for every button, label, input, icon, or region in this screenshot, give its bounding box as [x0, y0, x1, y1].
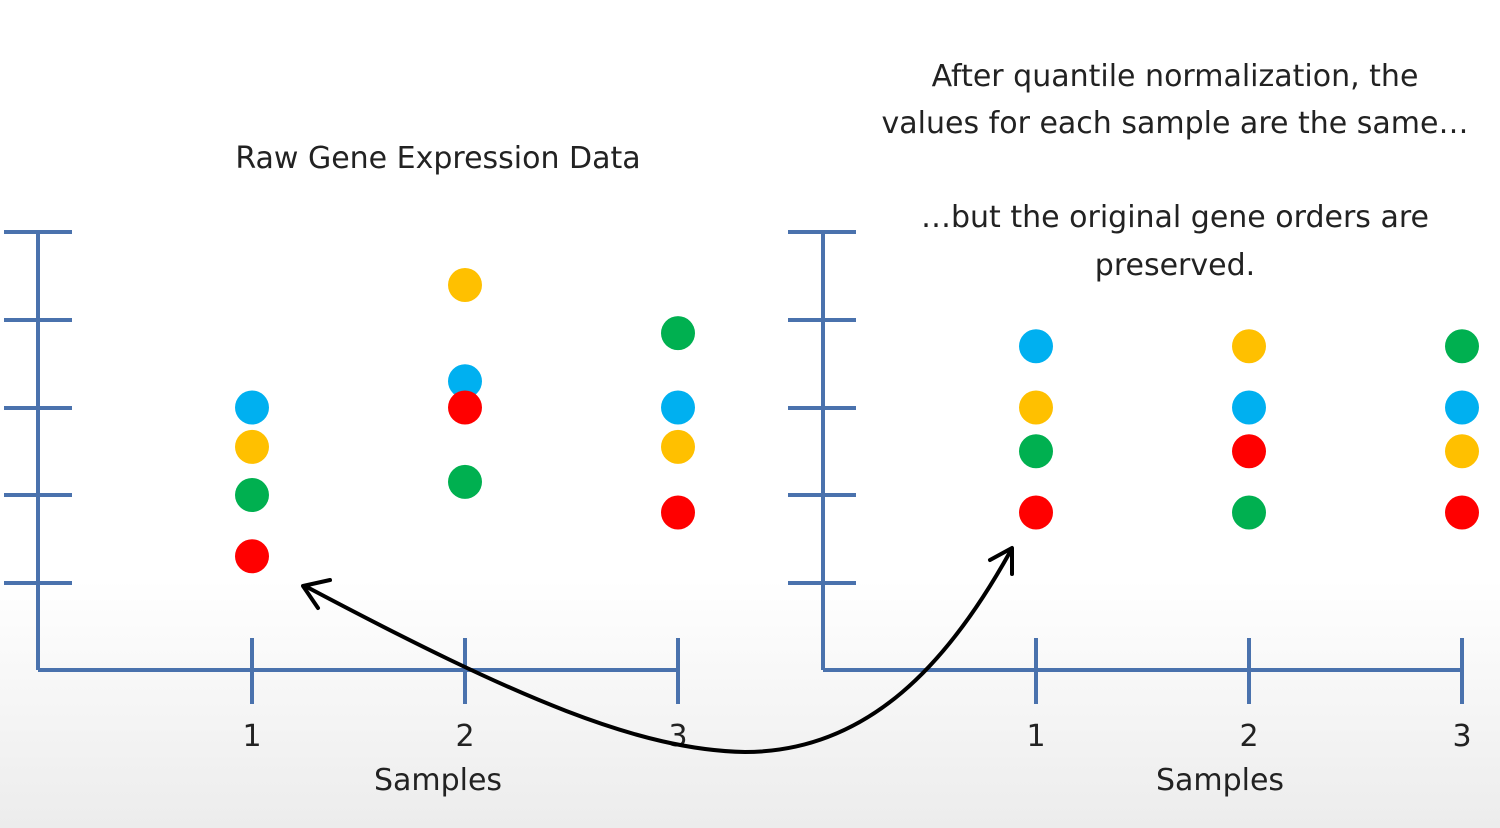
- data-point-green: [235, 478, 269, 512]
- data-point-blue: [1445, 390, 1479, 425]
- data-points: [235, 268, 695, 574]
- x-axis-label: Samples: [1156, 763, 1284, 798]
- chart-axes: [788, 230, 1464, 704]
- x-tick-label: 3: [668, 719, 687, 754]
- data-point-red: [1445, 495, 1479, 530]
- data-point-blue: [661, 390, 695, 425]
- data-point-orange: [1445, 434, 1479, 469]
- data-point-orange: [1232, 329, 1266, 364]
- data-point-blue: [1232, 390, 1266, 425]
- data-points: [1019, 329, 1479, 530]
- x-tick-label: 1: [1026, 719, 1045, 754]
- data-point-red: [448, 390, 482, 425]
- x-tick-label: 1: [242, 719, 261, 754]
- data-point-blue: [448, 364, 482, 399]
- x-tick-labels: 1 2 3: [1026, 719, 1471, 754]
- x-tick-label: 2: [455, 719, 474, 754]
- data-point-orange: [661, 429, 695, 464]
- data-point-blue: [1019, 329, 1053, 364]
- data-point-orange: [1019, 390, 1053, 425]
- data-point-red: [1019, 495, 1053, 530]
- data-point-green: [1445, 329, 1479, 364]
- annotation-line-3: …but the original gene orders are: [921, 200, 1429, 235]
- annotation-line-1: After quantile normalization, the: [932, 59, 1419, 94]
- x-tick-label: 3: [1452, 719, 1471, 754]
- raw-data-chart: Raw Gene Expression Data 1 2 3 Samples: [4, 141, 695, 798]
- data-point-green: [448, 464, 482, 499]
- chart-axes: [4, 230, 680, 704]
- data-point-orange: [235, 429, 269, 464]
- normalized-data-chart: 1 2 3 Samples: [788, 230, 1479, 798]
- data-point-green: [1232, 495, 1266, 530]
- data-point-red: [1232, 434, 1266, 469]
- data-point-green: [1019, 434, 1053, 469]
- data-point-orange: [448, 268, 482, 302]
- data-point-green: [661, 316, 695, 351]
- x-tick-labels: 1 2 3: [242, 719, 687, 754]
- annotation-line-2: values for each sample are the same…: [882, 106, 1469, 141]
- chart-title: Raw Gene Expression Data: [235, 141, 640, 176]
- annotation-line-4: preserved.: [1095, 248, 1255, 283]
- double-arrow-icon: [301, 546, 1014, 755]
- data-point-blue: [235, 390, 269, 425]
- data-point-red: [235, 539, 269, 574]
- x-tick-label: 2: [1239, 719, 1258, 754]
- x-axis-label: Samples: [374, 763, 502, 798]
- data-point-red: [661, 495, 695, 530]
